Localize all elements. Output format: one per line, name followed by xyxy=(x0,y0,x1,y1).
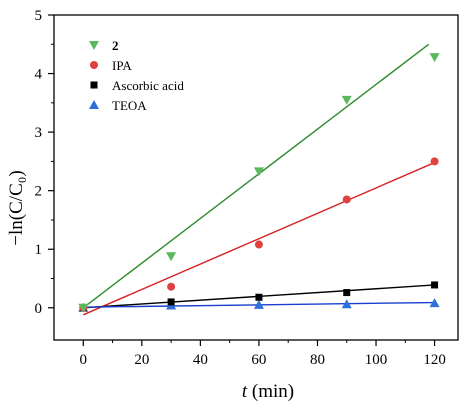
legend-marker xyxy=(89,41,99,50)
y-tick-label: 3 xyxy=(35,125,43,141)
plot-frame xyxy=(53,14,459,341)
y-tick-label: 5 xyxy=(35,8,43,24)
data-point xyxy=(430,157,439,166)
data-point xyxy=(429,298,440,308)
legend-label: TEOA xyxy=(112,98,147,113)
legend-marker xyxy=(90,81,98,89)
x-tick-label: 80 xyxy=(310,352,325,368)
x-axis-label: t (min) xyxy=(242,381,294,402)
data-point xyxy=(255,293,263,301)
data-point xyxy=(253,167,264,177)
x-axis-label-var: t xyxy=(242,381,248,402)
legend: 2 IPA Ascorbic acid TEOA xyxy=(89,38,184,113)
data-point xyxy=(341,299,352,309)
x-tick-label: 100 xyxy=(365,352,388,368)
data-point xyxy=(254,240,263,249)
y-tick-label: 0 xyxy=(35,301,43,317)
x-tick-label: 20 xyxy=(134,352,149,368)
x-tick-label: 60 xyxy=(251,352,266,368)
y-tick-label: 1 xyxy=(35,242,43,258)
legend-label: IPA xyxy=(112,58,132,73)
x-tick-label: 40 xyxy=(193,352,208,368)
data-point xyxy=(167,298,175,306)
y-axis-label: −ln(C/C₀) xyxy=(6,170,27,245)
data-point xyxy=(341,95,352,105)
plot-border xyxy=(53,14,459,341)
fit-line xyxy=(82,161,435,316)
y-tick-label: 4 xyxy=(35,67,43,83)
data-point xyxy=(166,252,177,262)
data-point xyxy=(253,299,264,309)
x-tick-label: 120 xyxy=(423,352,446,368)
x-axis-label-unit: (min) xyxy=(247,381,294,402)
legend-label: 2 xyxy=(112,38,119,53)
data-point xyxy=(167,282,176,291)
legend-marker xyxy=(89,100,99,109)
ticks: 0 20 40 60 80 100 120 0 1 2 3 4 5 xyxy=(35,8,446,368)
fit-line xyxy=(82,43,430,309)
legend-marker xyxy=(90,61,98,69)
markers xyxy=(78,53,440,313)
legend-label: Ascorbic acid xyxy=(112,78,184,93)
data-point xyxy=(429,53,440,63)
data-point xyxy=(343,289,351,297)
data-point xyxy=(342,195,351,204)
y-tick-label: 2 xyxy=(35,184,43,200)
data-point xyxy=(78,303,89,313)
x-tick-label: 0 xyxy=(80,352,88,368)
data-point xyxy=(431,281,439,289)
